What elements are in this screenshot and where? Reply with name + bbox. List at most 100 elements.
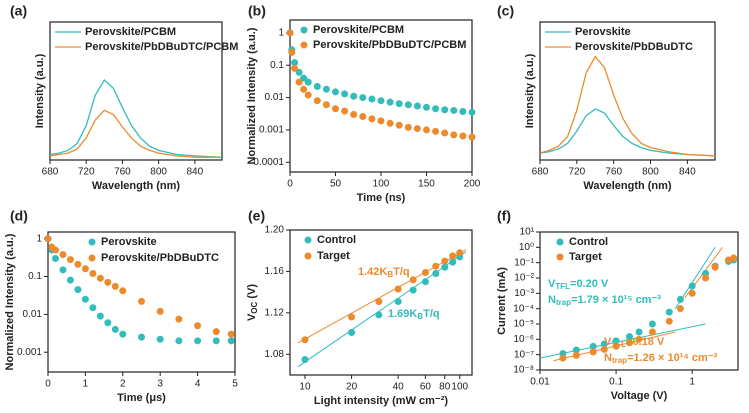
x-tick-label: 40 xyxy=(393,382,405,393)
text-part: =0.20 V xyxy=(570,278,609,290)
annotation: 1.42KBT/q xyxy=(358,266,410,279)
y-tick-label: 1.12 xyxy=(265,307,285,318)
data-point xyxy=(156,335,164,343)
x-tick-label: 20 xyxy=(346,382,358,393)
text-part: TFL xyxy=(611,340,626,349)
data-point xyxy=(96,274,104,282)
data-point xyxy=(348,329,356,337)
data-point xyxy=(432,105,440,113)
data-point xyxy=(711,263,719,271)
text-part: trap xyxy=(612,356,627,365)
data-point xyxy=(51,254,59,262)
data-point xyxy=(89,270,97,278)
x-tick-label: 150 xyxy=(418,179,435,190)
y-axis-label: Current (mA) xyxy=(496,267,508,335)
x-tick-label: 0 xyxy=(45,379,51,390)
data-point xyxy=(295,68,303,76)
y-tick-label: 10⁻⁸ xyxy=(513,365,534,376)
data-point xyxy=(212,337,220,345)
data-point xyxy=(301,355,309,363)
data-point xyxy=(359,112,367,120)
panel-label: (e) xyxy=(248,208,265,224)
y-tick-label: 0.1 xyxy=(28,271,42,282)
data-point xyxy=(377,117,385,125)
data-point xyxy=(295,78,303,86)
x-tick-label: 4 xyxy=(195,379,201,390)
data-point xyxy=(423,103,430,111)
x-axis-label: Time (μs) xyxy=(117,392,166,404)
series-line xyxy=(540,108,715,157)
legend-label: Perovskite/PbDBuDTC/PCBM xyxy=(85,41,238,53)
data-point xyxy=(589,342,597,350)
data-point xyxy=(421,268,429,276)
legend-swatch xyxy=(304,236,312,244)
axes-frame xyxy=(539,231,739,371)
data-point xyxy=(138,297,145,305)
data-point xyxy=(59,251,67,259)
data-point xyxy=(394,285,402,293)
text-part: N xyxy=(604,352,612,364)
legend-label: Target xyxy=(317,250,350,262)
text-part: N xyxy=(548,294,556,306)
data-point xyxy=(313,97,321,105)
x-tick-label: 100 xyxy=(451,382,468,393)
y-axis-label: VOC (V) xyxy=(246,284,259,321)
text-part: OC xyxy=(250,301,259,313)
text-part: V xyxy=(604,336,612,348)
x-tick-label: 840 xyxy=(186,167,203,178)
data-point xyxy=(648,328,656,336)
panel-label: (f) xyxy=(497,208,511,224)
text-part: =1.26 × 10¹⁴ cm⁻³ xyxy=(627,352,717,364)
legend-label: Perovskite/PCBM xyxy=(313,24,404,36)
text-part: B xyxy=(417,312,423,321)
legend-label: Perovskite/PbDBuDTC xyxy=(101,252,219,264)
data-point xyxy=(341,90,349,98)
text-part: 1.69K xyxy=(388,308,417,320)
legend-swatch xyxy=(556,253,564,261)
data-point xyxy=(111,325,119,333)
data-point xyxy=(421,278,429,286)
y-axis-label: Intensity (a.u.) xyxy=(524,53,536,128)
legend-label: Perovskite/PbDBuDTC/PCBM xyxy=(313,39,466,51)
data-point xyxy=(395,100,403,108)
x-tick-label: 2 xyxy=(120,379,126,390)
data-point xyxy=(441,257,449,265)
data-point xyxy=(119,287,127,295)
data-point xyxy=(368,115,376,123)
data-point xyxy=(300,74,308,82)
fit-line xyxy=(540,323,706,359)
data-point xyxy=(377,97,385,105)
y-tick-label: 1 xyxy=(36,233,42,244)
legend-swatch xyxy=(300,26,308,34)
y-tick-label: 10⁻⁷ xyxy=(514,349,534,360)
text-part: 1.42K xyxy=(358,266,387,278)
data-point xyxy=(612,342,620,350)
y-axis-label: Normalized Intensity (a.u.) xyxy=(246,27,258,164)
data-point xyxy=(459,132,467,140)
x-tick-label: 1 xyxy=(689,377,695,388)
annotation: 1.69KBT/q xyxy=(388,308,440,321)
x-tick-label: 200 xyxy=(464,179,481,190)
text-part: T/q xyxy=(393,266,410,278)
data-point xyxy=(449,258,457,266)
axes-frame xyxy=(289,229,473,376)
data-point xyxy=(395,121,403,129)
data-point xyxy=(450,106,458,114)
data-point xyxy=(600,345,608,353)
data-point xyxy=(350,110,358,118)
y-tick-label: 10⁻² xyxy=(514,273,534,284)
data-point xyxy=(59,266,67,274)
data-point xyxy=(44,235,52,243)
data-point xyxy=(589,348,597,356)
data-point xyxy=(348,313,356,321)
x-tick-label: 0 xyxy=(287,179,293,190)
x-tick-label: 10 xyxy=(299,382,311,393)
legend-swatch xyxy=(88,254,96,262)
legend-label: Control xyxy=(569,236,608,248)
data-point xyxy=(676,295,684,303)
data-point xyxy=(81,265,89,273)
text-part: =1.79 × 10¹⁵ cm⁻³ xyxy=(571,294,661,306)
y-tick-label: 0.1 xyxy=(270,60,284,71)
data-point xyxy=(468,133,476,141)
